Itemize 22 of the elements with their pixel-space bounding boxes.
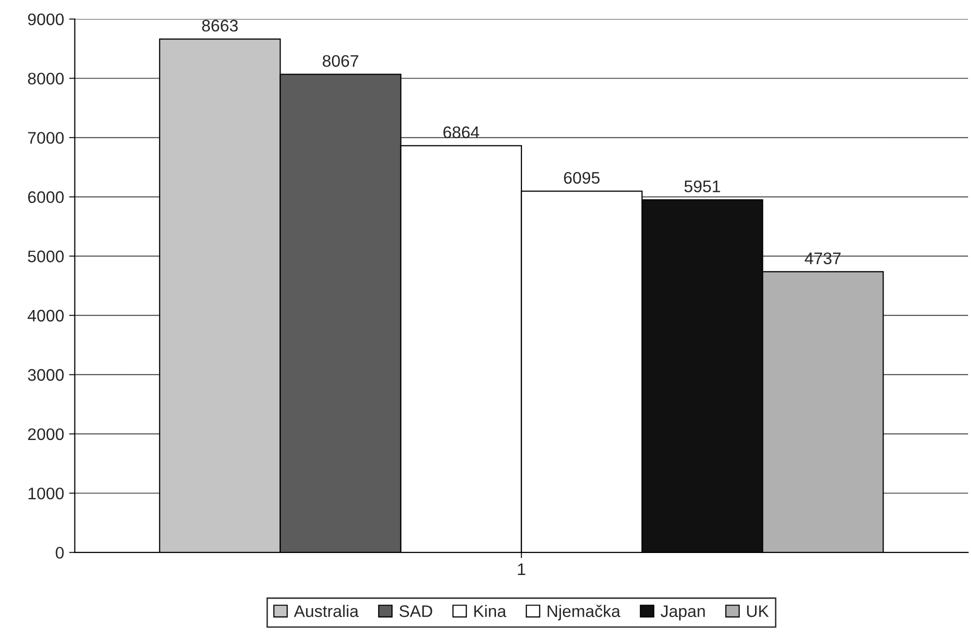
y-tick-label: 1000 [28, 488, 64, 500]
y-tick-label: 2000 [28, 428, 64, 440]
legend-label: SAD [399, 605, 432, 618]
y-tick-label: 4000 [28, 310, 64, 322]
y-tick-label: 0 [56, 546, 64, 559]
x-tick-label: 1 [518, 563, 526, 575]
legend-label: Japan [660, 605, 705, 620]
data-label: 6095 [564, 172, 600, 184]
y-tick-label: 3000 [28, 369, 64, 381]
y-tick-label: 7000 [28, 132, 64, 144]
data-label: 8663 [202, 20, 238, 32]
y-tick-label: 6000 [28, 191, 64, 204]
y-tick-label: 9000 [28, 13, 64, 26]
legend-label: Kina [474, 604, 506, 618]
legend-label: Australia [294, 604, 359, 618]
data-label: 5951 [684, 180, 720, 192]
data-label: 8067 [322, 55, 358, 67]
data-label: 6864 [443, 126, 480, 138]
legend-label: Njemačka [548, 604, 620, 620]
legend-label: UK [747, 605, 769, 618]
y-tick-label: 8000 [28, 72, 64, 85]
y-tick-label: 5000 [28, 250, 64, 262]
